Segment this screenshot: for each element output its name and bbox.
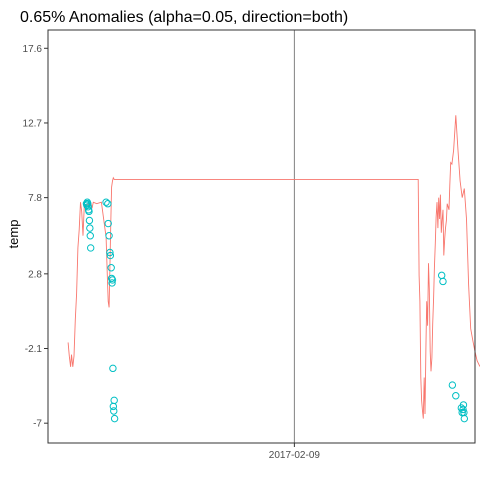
anomaly-point	[84, 203, 92, 211]
y-tick-label: 12.7	[23, 118, 43, 129]
y-tick-label: 7.8	[28, 193, 42, 204]
anomaly-point	[108, 279, 116, 287]
anomaly-point	[110, 407, 118, 415]
chart-title: 0.65% Anomalies (alpha=0.05, direction=b…	[20, 9, 348, 26]
y-tick-label: -7	[33, 419, 42, 430]
x-tick-label: 2017-02-09	[269, 450, 321, 461]
anomaly-point	[110, 396, 118, 405]
anomaly-point	[109, 364, 117, 373]
anomaly-point	[108, 276, 117, 284]
plot-frame	[47, 29, 476, 444]
plot-area: -7 -2.1 2.8 7.8 12.7 17.6 2017-02-09	[23, 30, 480, 461]
anomaly-point	[107, 264, 115, 272]
y-tick-label: 17.6	[23, 44, 43, 55]
anomaly-point	[105, 232, 113, 240]
anomaly-point	[86, 224, 94, 232]
anomaly-point	[87, 244, 95, 252]
anomaly-point	[85, 207, 93, 216]
anomaly-point	[85, 216, 94, 225]
anomaly-point	[110, 414, 119, 423]
anomaly-point	[106, 251, 115, 260]
temp-series-line	[67, 115, 480, 419]
anomaly-point	[460, 414, 469, 423]
y-tick-label: -2.1	[25, 344, 43, 355]
anomaly-point	[106, 248, 114, 257]
y-axis-title: temp	[6, 220, 21, 249]
anomaly-point	[459, 401, 468, 409]
anomaly-point	[459, 405, 467, 414]
anomaly-point	[104, 219, 112, 228]
anomaly-point	[86, 232, 94, 240]
anomaly-point	[104, 200, 112, 208]
anomaly-point	[107, 274, 116, 283]
anomaly-point	[448, 381, 457, 389]
y-tick-label: 2.8	[28, 269, 42, 280]
anomaly-point	[452, 392, 460, 400]
anomaly-point	[102, 198, 110, 206]
anomaly-point	[439, 277, 447, 286]
